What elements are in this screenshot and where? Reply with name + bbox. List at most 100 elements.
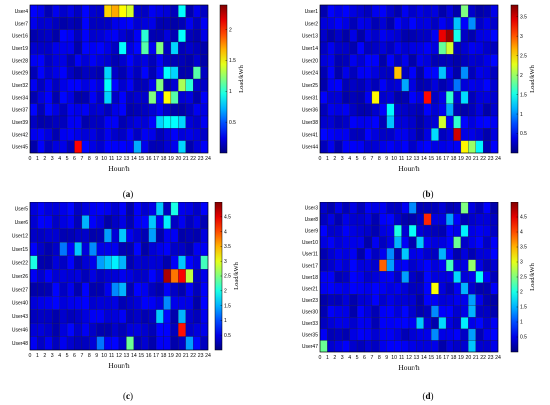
heatmap-cell [104, 202, 112, 216]
heatmap-cell [200, 242, 209, 256]
heatmap-cell [193, 309, 201, 324]
y-tick-label: User38 [302, 120, 318, 126]
heatmap-cell [37, 309, 45, 324]
heatmap-cell [89, 215, 97, 230]
heatmap-cell [126, 336, 134, 351]
heatmap-cell [89, 78, 97, 92]
y-tick-label: User13 [302, 34, 318, 40]
heatmap-cell [59, 29, 68, 43]
x-tick-label: 16 [146, 353, 152, 359]
heatmap-cell [126, 115, 134, 129]
heatmap-cell [141, 103, 149, 117]
heatmap-cell [386, 236, 395, 249]
heatmap-cell [401, 248, 410, 260]
colorbar-tick-label: 0.5 [520, 131, 527, 137]
heatmap-cell [89, 255, 97, 270]
heatmap-cell [445, 294, 454, 306]
heatmap-cell [349, 41, 358, 55]
heatmap-cell [475, 115, 484, 129]
heatmap-cell [178, 215, 186, 230]
heatmap-cell [445, 202, 454, 214]
heatmap-cell [364, 78, 373, 92]
y-tick-label: User34 [12, 95, 28, 101]
heatmap-cell [193, 255, 201, 270]
heatmap-cell [155, 66, 164, 80]
heatmap-a: User4 User7 User16 User19 User28 User29 User32… [12, 4, 245, 173]
heatmap-cell [89, 296, 97, 310]
x-tick-label: 7 [80, 353, 83, 359]
heatmap-cell [66, 17, 75, 30]
heatmap-cell [394, 103, 402, 117]
heatmap-cell [475, 282, 484, 295]
heatmap-cell [74, 255, 83, 270]
heatmap-cell [394, 140, 402, 154]
heatmap-cell [364, 128, 373, 141]
heatmap-cell [342, 78, 350, 92]
heatmap-cell [104, 54, 112, 67]
heatmap-cell [44, 66, 53, 80]
heatmap-cell [155, 29, 164, 43]
x-tick-label: 21 [473, 156, 479, 162]
heatmap-cell [490, 305, 499, 318]
heatmap-cell [349, 17, 358, 30]
heatmap-cell [408, 78, 417, 92]
heatmap-cell [401, 271, 410, 283]
heatmap-cell [163, 228, 172, 243]
heatmap-cell [148, 255, 157, 270]
x-tick-label: 23 [198, 156, 204, 162]
heatmap-cell [386, 271, 395, 283]
heatmap-cell [327, 115, 335, 129]
heatmap-cell [29, 255, 38, 270]
x-tick-label: 17 [153, 353, 159, 359]
heatmap-cell [468, 41, 476, 55]
heatmap-cell [431, 29, 439, 43]
heatmap-cell [148, 269, 157, 283]
heatmap-cell [126, 228, 134, 243]
heatmap-cell [408, 115, 417, 129]
colorbar-tick-label: 2.5 [520, 275, 527, 281]
heatmap-cell [111, 78, 120, 92]
x-tick-label: 9 [95, 353, 98, 359]
heatmap-cell [89, 282, 97, 297]
heatmap-cell [453, 115, 462, 129]
heatmap-cell [37, 242, 45, 256]
heatmap-cell [200, 78, 209, 92]
x-tick-label: 6 [363, 355, 366, 361]
heatmap-cell [327, 4, 335, 18]
heatmap-cell [460, 305, 469, 318]
y-tick-label: User1 [305, 9, 319, 15]
heatmap-cell [74, 29, 83, 43]
heatmap-cell [178, 54, 186, 67]
heatmap-cell [460, 248, 469, 260]
heatmap-cell [423, 91, 432, 104]
heatmap-cell [468, 115, 476, 129]
heatmap-cell [74, 17, 83, 30]
heatmap-cell [133, 4, 142, 18]
heatmap-cell [408, 340, 417, 353]
heatmap-cell [401, 54, 410, 67]
heatmap-cell [394, 41, 402, 55]
heatmap-cell [356, 115, 365, 129]
heatmap-cell [29, 336, 38, 351]
heatmap-cell [460, 213, 469, 226]
heatmap-cell [178, 115, 186, 129]
heatmap-cell [364, 236, 373, 249]
colorbar-tick-label: 0.5 [520, 335, 527, 341]
heatmap-cell [423, 41, 432, 55]
heatmap-cell [394, 128, 402, 141]
x-tick-label: 19 [458, 355, 464, 361]
heatmap-cell [438, 248, 447, 260]
heatmap-cell [66, 115, 75, 129]
heatmap-cell [468, 140, 476, 154]
heatmap-cell [475, 66, 484, 80]
heatmap-cell [401, 259, 410, 272]
heatmap-cell [193, 128, 201, 141]
heatmap-cell [334, 328, 343, 341]
heatmap-cell [111, 66, 120, 80]
heatmap-cell [81, 215, 90, 230]
heatmap-cell [170, 322, 179, 337]
heatmap-cell [386, 224, 395, 237]
heatmap-cell [460, 317, 469, 330]
heatmap-cell [89, 54, 97, 67]
heatmap-cell [364, 317, 373, 330]
